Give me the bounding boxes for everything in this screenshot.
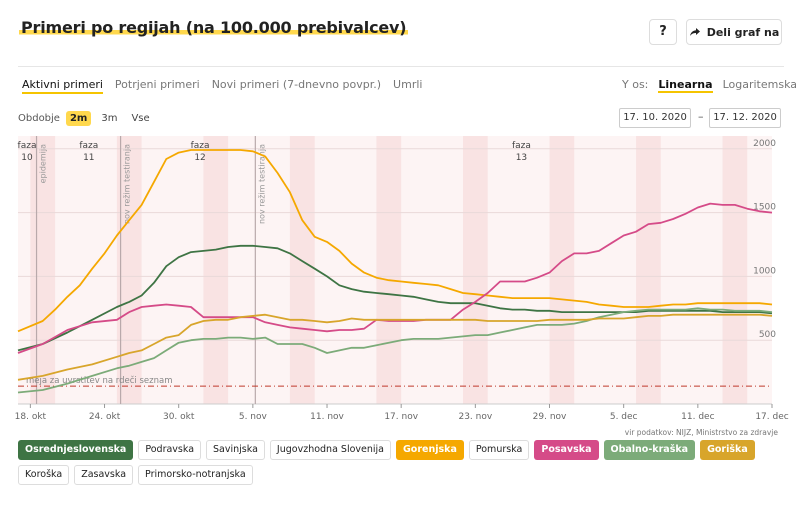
x-tick-label: 17. nov	[384, 412, 418, 422]
tab-active-cases[interactable]: Aktivni primeri	[22, 78, 103, 94]
series-line-goriška	[17, 313, 773, 381]
date-to-input[interactable]: 17. 12. 2020	[709, 108, 781, 128]
legend-chip-goriška[interactable]: Goriška	[700, 440, 755, 460]
x-tick-label: 23. nov	[458, 412, 492, 422]
phase-label-number: 11	[83, 153, 94, 163]
legend-chip-primorsko-notranjska[interactable]: Primorsko-notranjska	[138, 465, 253, 485]
threshold-label: meja za uvrstitev na rdeči seznam	[26, 375, 172, 386]
legend-chip-zasavska[interactable]: Zasavska	[74, 465, 134, 485]
help-button[interactable]: ?	[649, 19, 677, 45]
legend-chip-podravska[interactable]: Podravska	[138, 440, 202, 460]
legend-chip-gorenjska[interactable]: Gorenjska	[396, 440, 464, 460]
series-line-gorenjska	[17, 149, 773, 333]
x-tick-label: 29. nov	[533, 412, 567, 422]
date-range-separator: –	[698, 110, 704, 123]
chart-title: Primeri po regijah (na 100.000 prebivalc…	[19, 18, 409, 37]
legend-chip-obalno-kraška[interactable]: Obalno-kraška	[603, 440, 696, 460]
legend-chip-posavska[interactable]: Posavska	[534, 440, 599, 460]
event-label: nov režim testiranja	[123, 144, 132, 224]
phase-label-top: faza	[79, 141, 98, 151]
series-line-osrednjeslovenska	[17, 244, 773, 352]
y-tick-label: 1000	[753, 266, 776, 276]
tab-confirmed-cases[interactable]: Potrjeni primeri	[114, 78, 200, 91]
weekend-band	[549, 136, 575, 404]
x-tick-label: 17. dec	[755, 412, 788, 422]
x-tick-label: 18. okt	[15, 412, 47, 422]
phase-label-top: faza	[18, 141, 37, 151]
series-line-obalno-kraška	[17, 307, 773, 394]
legend-chip-jugovzhodna-slovenija[interactable]: Jugovzhodna Slovenija	[269, 440, 391, 460]
tab-new-cases-7day[interactable]: Novi primeri (7-dnevno povpr.)	[211, 78, 382, 91]
legend-chip-osrednjeslovenska[interactable]: Osrednjeslovenska	[18, 440, 134, 460]
x-tick-label: 5. dec	[610, 412, 638, 422]
y-scale-log-option[interactable]: Logaritemska	[722, 78, 797, 91]
period-label: Obdobje	[18, 113, 60, 124]
weekend-band	[722, 136, 748, 404]
weekend-band	[636, 136, 661, 404]
source-note: vir podatkov: NIJZ, Ministrstvo za zdrav…	[624, 428, 778, 437]
phase-label-number: 12	[194, 153, 205, 163]
phase-label-number: 13	[516, 153, 527, 163]
y-tick-label: 2000	[753, 139, 776, 149]
x-tick-label: 30. okt	[163, 412, 195, 422]
share-arrow-icon	[689, 28, 700, 36]
header-divider	[18, 66, 784, 67]
x-tick-label: 5. nov	[239, 412, 268, 422]
weekend-band	[462, 136, 488, 404]
share-button[interactable]: Deli graf na	[686, 19, 782, 45]
line-chart: 500 1000 1500 2000 18. okt 24. okt 30. okt 5. n…	[15, 136, 789, 422]
region-legend: Osrednjeslovenska Podravska Savinjska Jugov…	[18, 440, 788, 485]
y-axis-label: Y os:	[622, 78, 649, 91]
y-scale-linear-option[interactable]: Linearna	[658, 78, 713, 93]
phase-label-top: faza	[191, 141, 210, 151]
legend-chip-savinjska[interactable]: Savinjska	[206, 440, 265, 460]
period-3m-button[interactable]: 3m	[101, 113, 118, 124]
weekend-band	[289, 136, 315, 404]
weekend-band	[30, 136, 56, 404]
tab-deaths[interactable]: Umrli	[393, 78, 423, 91]
phase-label-top: faza	[512, 141, 531, 151]
legend-chip-pomurska[interactable]: Pomurska	[468, 440, 530, 460]
period-selector: Obdobje 2m 3m Vse	[18, 111, 154, 126]
x-tick-label: 24. okt	[89, 412, 121, 422]
share-button-label: Deli graf na	[706, 25, 780, 39]
y-tick-label: 1500	[753, 203, 776, 213]
date-from-input[interactable]: 17. 10. 2020	[619, 108, 691, 128]
metric-tabs: Aktivni primeri Potrjeni primeri Novi pr…	[22, 78, 422, 94]
y-tick-label: 500	[759, 330, 776, 340]
weekend-band	[203, 136, 229, 404]
x-tick-label: 11. dec	[681, 412, 714, 422]
y-axis-scale-control: Y os: Linearna Logaritemska	[622, 78, 797, 93]
legend-chip-koroška[interactable]: Koroška	[18, 465, 70, 485]
phase-label-number: 10	[21, 153, 33, 163]
period-all-button[interactable]: Vse	[131, 113, 150, 124]
event-label: nov režim testiranja	[257, 144, 266, 224]
weekend-band	[376, 136, 402, 404]
period-2m-button[interactable]: 2m	[65, 111, 92, 126]
x-tick-label: 11. nov	[310, 412, 344, 422]
event-label: epidemija	[39, 144, 48, 183]
